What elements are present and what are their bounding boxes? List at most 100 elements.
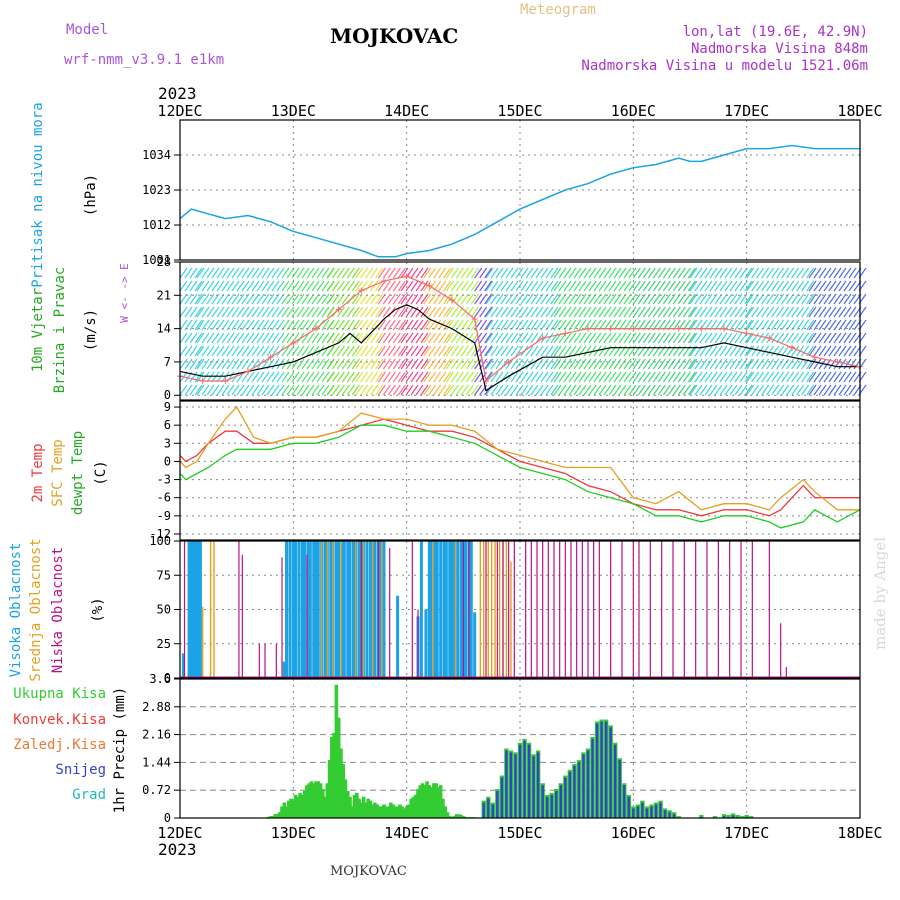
wind-barb <box>694 306 703 318</box>
wind-barb <box>281 384 290 396</box>
wind-barb <box>438 384 447 396</box>
wind-barb <box>194 267 203 279</box>
wind-barb <box>510 332 519 344</box>
wind-barb <box>520 358 529 370</box>
wind-barb <box>568 358 577 370</box>
wind-barb <box>266 306 275 318</box>
wind-barb <box>662 280 671 292</box>
wind-barb <box>311 267 320 279</box>
wind-barb <box>301 358 310 370</box>
wind-barb <box>286 280 295 292</box>
wind-barb <box>545 358 554 370</box>
wind-barb <box>766 371 775 383</box>
wind-barb <box>818 306 827 318</box>
wind-barb <box>558 319 567 331</box>
wind-barb <box>485 358 494 370</box>
wind-barb <box>657 293 666 305</box>
wind-barb <box>387 371 396 383</box>
wind-barb <box>311 358 320 370</box>
wind-barb <box>771 319 780 331</box>
wind-barb <box>687 280 696 292</box>
wind-barb <box>687 267 696 279</box>
wind-barb <box>672 306 681 318</box>
total-precip-bar <box>325 783 330 818</box>
wind-barb <box>647 306 656 318</box>
wind-barb <box>484 280 493 292</box>
total-precip-bar <box>366 798 370 818</box>
wind-barb <box>470 293 479 305</box>
wind-barb <box>296 358 305 370</box>
wind-compass: W <- -> E <box>118 263 131 323</box>
wind-barb <box>196 267 205 279</box>
wind-barb <box>632 384 641 396</box>
wind-barb <box>613 280 622 292</box>
wind-barb <box>781 306 790 318</box>
wind-barb <box>588 371 597 383</box>
wind-barb <box>331 358 340 370</box>
wind-barb <box>443 358 452 370</box>
wind-barb <box>351 267 360 279</box>
wind-barb <box>719 332 728 344</box>
wind-barb <box>568 306 577 318</box>
wind-barb <box>806 384 815 396</box>
snow-bar <box>591 738 594 818</box>
wind-barb <box>201 267 210 279</box>
wind-barb <box>443 332 452 344</box>
wind-barb <box>387 358 396 370</box>
total-precip-bar <box>454 814 459 818</box>
wind-barb <box>201 319 210 331</box>
wind-barb <box>628 267 637 279</box>
wind-barb <box>495 306 504 318</box>
wind-barb <box>377 306 386 318</box>
wind-barb <box>336 384 345 396</box>
wind-barb <box>271 384 280 396</box>
wind-barb <box>657 358 666 370</box>
conv-precip-label: Konvek.Kisa <box>13 712 106 728</box>
total-precip-bar <box>721 814 727 818</box>
wind-barb <box>301 332 310 344</box>
wind-barb <box>231 384 240 396</box>
wind-barb <box>687 371 696 383</box>
wind-barb <box>843 306 852 318</box>
total-precip-label: Ukupna Kisa <box>13 686 106 702</box>
pressure-panel: 1001 1012 1023 1034 <box>142 119 861 267</box>
wind-barb <box>206 371 215 383</box>
wind-barb <box>744 345 753 357</box>
snow-bar <box>541 785 544 818</box>
y-tick-label: 0 <box>164 454 171 468</box>
wind-barb <box>796 280 805 292</box>
wind-barb <box>460 371 469 383</box>
wind-barb <box>525 319 534 331</box>
wind-barb <box>637 280 646 292</box>
total-precip-bar <box>375 804 379 818</box>
freezing-rain-label: Zaledj.Kisa <box>13 737 106 753</box>
wind-barb <box>216 319 225 331</box>
wind-barb <box>568 293 577 305</box>
wind-barb <box>490 306 499 318</box>
wind-barb <box>470 384 479 396</box>
wind-barb <box>296 345 305 357</box>
wind-barb <box>256 267 265 279</box>
snow-bar <box>582 754 585 818</box>
coords-text: lon,lat (19.6E, 42.9N) <box>683 24 868 40</box>
x-tick-label-top: 15DEC <box>497 102 542 120</box>
wind-barb <box>781 384 790 396</box>
wind-barb <box>221 345 230 357</box>
wind-barb <box>791 384 800 396</box>
wind-barb <box>420 306 429 318</box>
wind-barb <box>553 358 562 370</box>
wind-barb <box>196 332 205 344</box>
wind-barb <box>823 306 832 318</box>
wind-barb <box>201 358 210 370</box>
wind-barb <box>484 345 493 357</box>
wind-barb <box>808 332 817 344</box>
wind-barb <box>420 371 429 383</box>
total-precip-bar <box>395 806 400 818</box>
wind-barb <box>776 267 785 279</box>
y-tick-label: 28 <box>157 255 171 269</box>
wind-barb <box>410 267 419 279</box>
wind-barb <box>652 332 661 344</box>
total-precip-bar <box>282 802 287 818</box>
wind-barb <box>296 267 305 279</box>
wind-barb <box>746 371 755 383</box>
